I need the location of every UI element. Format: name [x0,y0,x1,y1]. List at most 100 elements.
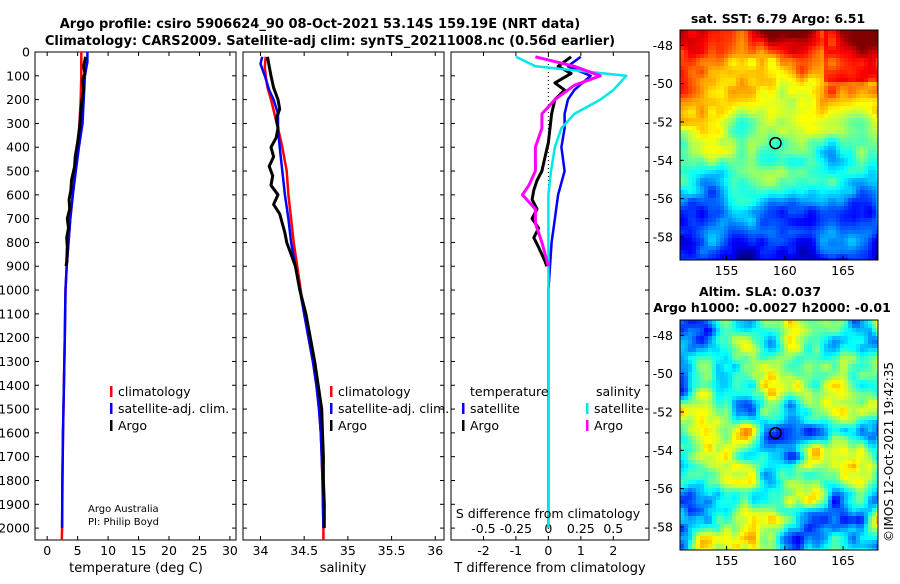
map-cell [860,194,864,198]
map-cell [684,30,688,34]
map-cell [772,70,776,74]
map-cell [832,230,836,234]
map-cell [856,86,860,90]
map-cell [728,106,732,110]
map-cell [852,238,856,242]
map-cell [736,380,740,384]
map-cell [720,202,724,206]
map-cell [728,328,732,332]
map-cell [840,388,844,392]
map-cell [740,356,744,360]
map-cell [760,226,764,230]
map-cell [724,194,728,198]
map-cell [776,384,780,388]
map-cell [820,396,824,400]
map-cell [840,114,844,118]
map-cell [716,110,720,114]
map-cell [720,142,724,146]
map-cell [688,250,692,254]
map-cell [764,320,768,324]
map-cell [776,230,780,234]
map-cell [792,50,796,54]
map-cell [872,158,876,162]
map-cell [680,456,684,460]
map-cell [852,82,856,86]
map-cell [784,456,788,460]
map-cell [716,440,720,444]
map-cell [828,360,832,364]
map-cell [848,460,852,464]
map-cell [768,328,772,332]
map-cell [732,186,736,190]
map-cell [824,436,828,440]
map-cell [856,138,860,142]
map-cell [820,142,824,146]
map-cell [800,356,804,360]
map-cell [720,162,724,166]
map-cell [812,352,816,356]
map-cell [800,230,804,234]
map-cell [852,396,856,400]
map-cell [812,194,816,198]
map-cell [692,420,696,424]
map-cell [752,186,756,190]
map-cell [864,42,868,46]
map-cell [708,94,712,98]
map-cell [848,146,852,150]
y-tick-label: 0 [22,45,30,60]
map-cell [832,194,836,198]
map-cell [740,74,744,78]
map-cell [844,150,848,154]
map-cell [720,340,724,344]
map-cell [800,186,804,190]
map-cell [724,246,728,250]
map-cell [712,74,716,78]
map-cell [856,250,860,254]
map-cell [872,190,876,194]
map-cell [772,218,776,222]
map-cell [836,428,840,432]
map-cell [832,420,836,424]
map-cell [752,372,756,376]
map-cell [736,230,740,234]
map-cell [872,380,876,384]
map-cell [760,34,764,38]
map-cell [836,344,840,348]
map-cell [808,186,812,190]
map-cell [764,452,768,456]
map-cell [844,360,848,364]
map-cell [852,150,856,154]
map-cell [788,412,792,416]
map-cell [808,376,812,380]
map-cell [724,344,728,348]
map-cell [832,254,836,258]
map-cell [776,388,780,392]
map-cell [756,198,760,202]
map-cell [860,142,864,146]
map-cell [704,82,708,86]
map-cell [844,122,848,126]
map-cell [816,178,820,182]
map-cell [820,340,824,344]
map-cell [856,226,860,230]
map-cell [836,174,840,178]
map-cell [828,444,832,448]
map-cell [760,202,764,206]
map-cell [776,332,780,336]
map-cell [808,62,812,66]
map-cell [796,408,800,412]
map-cell [796,162,800,166]
map-cell [680,392,684,396]
map-cell [716,70,720,74]
map-cell [872,90,876,94]
map-cell [872,324,876,328]
map-cell [716,368,720,372]
map-cell [832,440,836,444]
map-cell [800,206,804,210]
map-cell [824,234,828,238]
map-cell [752,400,756,404]
map-cell [680,114,684,118]
map-cell [848,122,852,126]
map-cell [804,182,808,186]
map-cell [720,356,724,360]
